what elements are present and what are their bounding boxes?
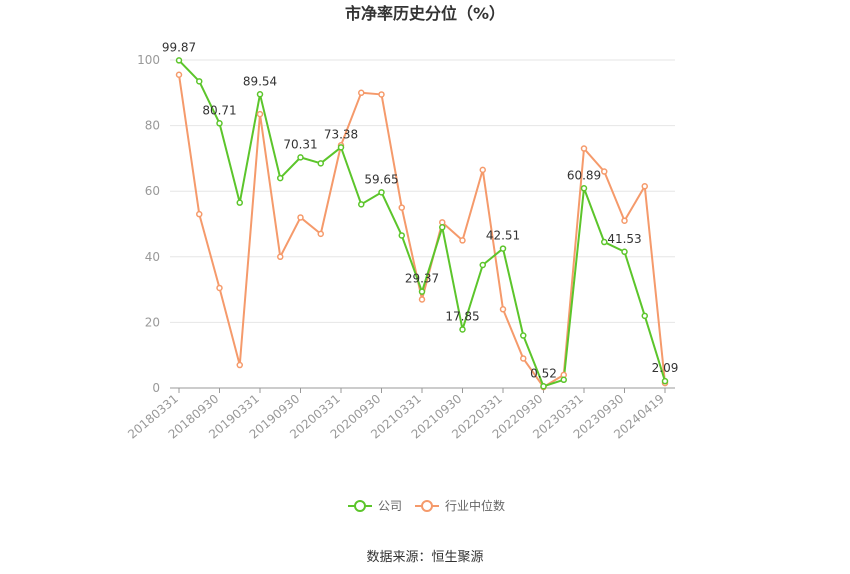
data-labels: 99.87 80.71 89.54 70.31 73.38 59.65 29.37 17.85… <box>162 40 679 380</box>
legend-label-company: 公司 <box>378 499 402 513</box>
data-label: 80.71 <box>202 103 236 117</box>
data-point-1[interactable] <box>216 284 223 292</box>
data-point-0[interactable] <box>317 160 324 167</box>
data-point-1[interactable] <box>499 306 507 313</box>
y-tick-label: 40 <box>145 250 160 264</box>
data-point-0[interactable] <box>499 245 507 252</box>
data-label: 99.87 <box>162 40 196 54</box>
data-point-1[interactable] <box>580 145 588 152</box>
data-point-1[interactable] <box>196 210 203 218</box>
data-point-1[interactable] <box>621 217 628 224</box>
data-point-1[interactable] <box>601 168 608 175</box>
data-point-0[interactable] <box>641 312 648 320</box>
data-label: 41.53 <box>607 232 641 246</box>
data-point-1[interactable] <box>479 166 486 174</box>
data-point-1[interactable] <box>236 361 243 369</box>
y-axis: 0 20 40 60 80 100 <box>137 53 160 395</box>
data-label: 42.51 <box>486 229 520 243</box>
data-point-0[interactable] <box>459 326 466 333</box>
data-label: 70.31 <box>283 137 317 151</box>
data-point-1[interactable] <box>317 230 324 238</box>
data-point-0[interactable] <box>661 377 669 385</box>
data-point-0[interactable] <box>236 199 243 206</box>
data-point-0[interactable] <box>439 224 446 231</box>
series-lines <box>178 59 666 389</box>
data-point-0[interactable] <box>216 120 223 127</box>
y-tick-label: 60 <box>145 184 160 198</box>
y-tick-label: 100 <box>137 53 160 67</box>
data-label: 0.52 <box>530 366 557 380</box>
data-point-1[interactable] <box>277 253 284 261</box>
data-point-0[interactable] <box>540 383 547 390</box>
data-point-1[interactable] <box>398 204 405 211</box>
data-point-0[interactable] <box>398 232 405 239</box>
data-point-1[interactable] <box>175 71 183 79</box>
data-point-0[interactable] <box>418 288 426 295</box>
legend-item-company[interactable]: 公司 <box>348 499 402 513</box>
grid-lines <box>170 59 675 389</box>
data-label: 29.37 <box>405 272 439 286</box>
x-axis: 2018033120180930201903312019093020200331… <box>125 387 675 442</box>
data-label: 17.85 <box>445 309 479 323</box>
data-point-0[interactable] <box>378 189 385 196</box>
data-point-1[interactable] <box>418 296 426 303</box>
data-point-1[interactable] <box>641 183 648 190</box>
legend: 公司 行业中位数 <box>348 498 505 513</box>
chart-title: 市净率历史分位（%） <box>345 4 505 23</box>
series-line-1 <box>178 74 666 389</box>
data-label: 59.65 <box>364 172 398 186</box>
data-label: 60.89 <box>567 168 601 182</box>
data-point-0[interactable] <box>560 376 567 384</box>
legend-item-industry-median[interactable]: 行业中位数 <box>415 498 505 513</box>
data-point-1[interactable] <box>378 91 385 98</box>
data-point-0[interactable] <box>256 91 264 98</box>
data-point-0[interactable] <box>277 174 284 182</box>
data-point-0[interactable] <box>520 332 527 339</box>
data-point-0[interactable] <box>601 238 608 246</box>
y-tick-label: 20 <box>145 315 160 329</box>
data-point-1[interactable] <box>520 355 527 362</box>
data-label: 89.54 <box>243 74 277 88</box>
data-point-1[interactable] <box>358 89 365 97</box>
series-points <box>175 57 669 391</box>
data-point-0[interactable] <box>621 248 628 256</box>
legend-label-industry-median: 行业中位数 <box>445 498 505 513</box>
data-point-0[interactable] <box>358 201 365 208</box>
data-point-0[interactable] <box>297 154 304 161</box>
data-point-1[interactable] <box>459 237 466 244</box>
data-point-0[interactable] <box>175 57 183 64</box>
source-text: 数据来源：恒生聚源 <box>366 550 483 565</box>
data-label: 73.38 <box>324 127 358 141</box>
y-tick-label: 80 <box>145 119 160 133</box>
data-point-0[interactable] <box>479 261 486 269</box>
data-point-1[interactable] <box>256 110 264 118</box>
data-point-0[interactable] <box>196 78 203 85</box>
data-point-0[interactable] <box>337 144 345 151</box>
data-point-1[interactable] <box>297 214 304 221</box>
y-tick-label: 0 <box>152 381 160 395</box>
data-label: 2.09 <box>652 361 679 375</box>
data-point-0[interactable] <box>580 185 588 192</box>
